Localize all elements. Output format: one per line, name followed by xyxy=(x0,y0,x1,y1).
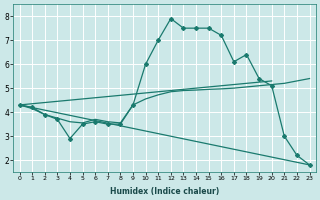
X-axis label: Humidex (Indice chaleur): Humidex (Indice chaleur) xyxy=(110,187,219,196)
